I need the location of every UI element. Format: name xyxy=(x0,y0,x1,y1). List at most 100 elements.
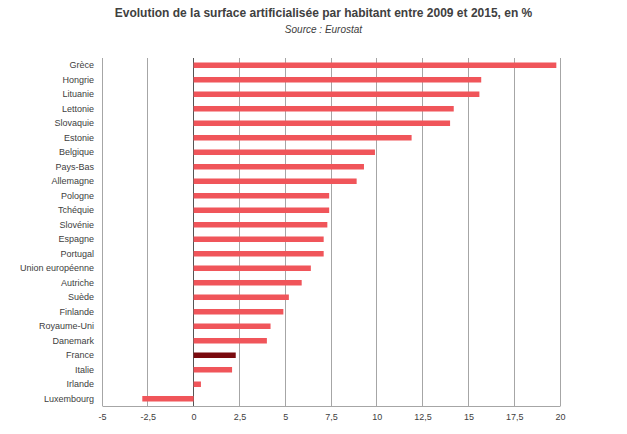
tick-label: Estonie xyxy=(64,133,94,143)
tick-label: 7,5 xyxy=(325,412,338,422)
tick-label: Pologne xyxy=(61,191,94,201)
tick: 2,5 xyxy=(234,406,247,422)
tick-label: Portugal xyxy=(60,249,94,259)
tick-label: Espagne xyxy=(58,234,94,244)
tick-label: Danemark xyxy=(52,336,94,346)
bar xyxy=(194,367,232,373)
tick: Suède xyxy=(68,292,102,302)
bar xyxy=(194,149,375,155)
bar xyxy=(194,265,311,271)
tick: Italie xyxy=(75,365,102,375)
tick-label: 15 xyxy=(464,412,474,422)
tick: Allemagne xyxy=(51,176,102,186)
bar xyxy=(194,91,480,97)
grid-line xyxy=(514,58,515,406)
bar xyxy=(194,207,330,213)
bar xyxy=(142,396,193,402)
tick: 20 xyxy=(555,406,565,422)
tick: 15 xyxy=(464,406,474,422)
tick: 10 xyxy=(372,406,382,422)
tick-label: Pays-Bas xyxy=(55,162,94,172)
tick: Tchéquie xyxy=(58,205,102,215)
tick-label: Irlande xyxy=(66,379,94,389)
bar xyxy=(194,62,557,68)
grid xyxy=(102,58,560,406)
tick-label: 20 xyxy=(555,412,565,422)
bar xyxy=(194,338,267,344)
tick: Union européenne xyxy=(20,263,102,273)
tick-label: Tchéquie xyxy=(58,205,94,215)
tick-label: Belgique xyxy=(59,147,94,157)
title: Evolution de la surface artificialisée p… xyxy=(115,6,533,20)
tick: Luxembourg xyxy=(44,394,102,404)
tick-label: Luxembourg xyxy=(44,394,94,404)
tick: Belgique xyxy=(59,147,102,157)
bar xyxy=(194,294,289,300)
tick: France xyxy=(66,350,102,360)
tick: Pologne xyxy=(61,191,102,201)
tick: Portugal xyxy=(60,249,102,259)
tick-label: Lettonie xyxy=(62,104,94,114)
tick: 12,5 xyxy=(414,406,432,422)
bar xyxy=(194,178,357,184)
tick-label: Slovénie xyxy=(59,220,94,230)
tick: Finlande xyxy=(59,307,102,317)
grid-line xyxy=(468,58,469,406)
tick: Slovénie xyxy=(59,220,102,230)
tick: Grèce xyxy=(69,60,102,70)
tick-label: 17,5 xyxy=(506,412,524,422)
bar xyxy=(194,135,412,141)
tick: -2,5 xyxy=(141,406,157,422)
bar xyxy=(194,77,482,83)
grid-line xyxy=(147,58,148,406)
tick-label: Royaume-Uni xyxy=(39,321,94,331)
tick: Danemark xyxy=(52,336,102,346)
bar xyxy=(194,280,302,286)
tick: Estonie xyxy=(64,133,102,143)
tick-label: Finlande xyxy=(59,307,94,317)
tick: 17,5 xyxy=(506,406,524,422)
tick-label: Hongrie xyxy=(62,75,94,85)
tick: Hongrie xyxy=(62,75,102,85)
tick: Autriche xyxy=(61,278,102,288)
tick-label: 5 xyxy=(283,412,288,422)
subtitle: Source : Eurostat xyxy=(285,24,363,35)
bar xyxy=(194,164,364,170)
tick-label: -2,5 xyxy=(141,412,157,422)
tick: 7,5 xyxy=(325,406,338,422)
tick-label: Autriche xyxy=(61,278,94,288)
tick: 0 xyxy=(192,406,197,422)
tick-label: Grèce xyxy=(69,60,94,70)
grid-line xyxy=(560,58,561,406)
tick-label: Lituanie xyxy=(62,89,94,99)
tick: Lituanie xyxy=(62,89,102,99)
tick-label: 10 xyxy=(372,412,382,422)
tick: Slovaquie xyxy=(54,118,102,128)
bar xyxy=(194,106,454,112)
tick-label: Slovaquie xyxy=(54,118,94,128)
tick-label: 2,5 xyxy=(234,412,247,422)
bar xyxy=(194,352,236,358)
chart: Evolution de la surface artificialisée p… xyxy=(0,0,627,434)
bar xyxy=(194,323,271,329)
tick-label: 0 xyxy=(192,412,197,422)
tick-label: France xyxy=(66,350,94,360)
bar xyxy=(194,236,324,242)
tick: Lettonie xyxy=(62,104,102,114)
bars xyxy=(142,62,556,401)
tick: Royaume-Uni xyxy=(39,321,102,331)
tick: Pays-Bas xyxy=(55,162,102,172)
tick-label: Allemagne xyxy=(51,176,94,186)
bar xyxy=(194,309,284,315)
bar xyxy=(194,193,330,199)
bar xyxy=(194,251,324,257)
tick-label: Italie xyxy=(75,365,94,375)
bar xyxy=(194,222,328,228)
tick: Espagne xyxy=(58,234,102,244)
tick-label: Union européenne xyxy=(20,263,94,273)
x-axis: -5-2,502,557,51012,51517,520 xyxy=(98,406,565,422)
tick: 5 xyxy=(283,406,288,422)
bar xyxy=(194,120,450,126)
axis-line xyxy=(103,406,561,407)
bar xyxy=(194,381,201,387)
